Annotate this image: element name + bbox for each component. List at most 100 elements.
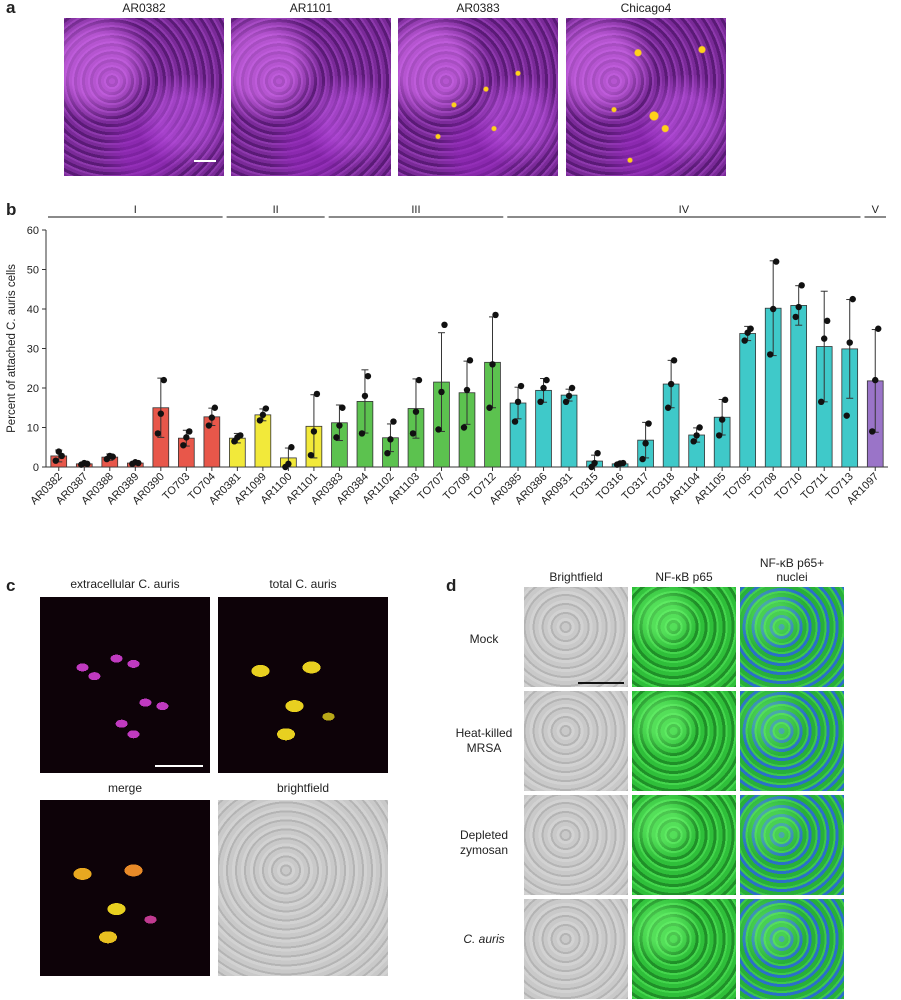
data-point — [183, 434, 190, 441]
data-point — [358, 430, 366, 437]
panel-d-row-cauris: C. auris — [463, 932, 505, 946]
panel-a-title-2: AR1101 — [289, 1, 333, 15]
data-point — [180, 442, 187, 449]
clade-label: III — [411, 204, 420, 216]
data-point — [438, 388, 445, 396]
data-point — [237, 432, 244, 439]
data-point — [262, 405, 270, 412]
y-tick-label: 60 — [27, 225, 39, 237]
data-point — [540, 384, 547, 392]
data-point — [594, 449, 601, 457]
d-cauris-nfkb — [632, 899, 736, 999]
d-cauris-nfkb-nuclei — [740, 899, 844, 999]
data-point — [256, 417, 264, 424]
d-mock-nfkb — [632, 587, 736, 687]
panel-c-title-merge: merge — [107, 781, 142, 795]
x-tick-label: TO709 — [441, 471, 473, 503]
data-point — [517, 382, 525, 390]
data-point — [52, 457, 59, 464]
clade-label: I — [134, 204, 137, 216]
data-point — [869, 428, 876, 435]
clade-label: II — [273, 204, 279, 216]
clade-label: IV — [679, 204, 690, 216]
data-point — [415, 376, 423, 384]
data-point — [824, 317, 831, 325]
data-point — [409, 430, 417, 437]
data-point — [463, 386, 471, 394]
data-point — [872, 376, 879, 384]
y-tick-label: 10 — [27, 423, 39, 435]
data-point — [466, 357, 474, 364]
panel-c-title-total: total C. auris — [269, 577, 337, 591]
data-point — [205, 422, 213, 429]
panel-a-title-4: Chicago4 — [620, 1, 672, 15]
data-point — [514, 398, 522, 406]
data-point — [109, 453, 116, 460]
x-tick-label: TO705 — [722, 471, 754, 503]
data-point — [288, 444, 295, 451]
data-point — [441, 321, 448, 328]
x-tick-label: TO703 — [160, 471, 192, 503]
data-point — [849, 295, 856, 303]
panel-c-label: c — [6, 576, 16, 595]
data-point — [384, 449, 391, 457]
data-point — [591, 459, 598, 467]
clade-label: V — [872, 204, 880, 216]
data-point — [769, 305, 777, 313]
data-point — [568, 384, 576, 392]
micrograph-ar0382 — [64, 18, 224, 176]
x-tick-label: TO316 — [594, 471, 626, 503]
y-tick-label: 20 — [27, 383, 39, 395]
data-point — [58, 452, 65, 460]
panel-d-label: d — [446, 576, 457, 595]
data-point — [693, 432, 700, 439]
y-tick-label: 30 — [27, 344, 39, 356]
d-zymosan-nfkb — [632, 795, 736, 895]
data-point — [721, 396, 729, 404]
data-point — [565, 392, 573, 400]
data-point — [307, 451, 315, 459]
bar-to705 — [739, 333, 756, 468]
d-mrsa-brightfield — [524, 691, 628, 791]
merged-cells — [40, 800, 210, 976]
micrograph-chicago4 — [566, 18, 726, 176]
panel-a-label: a — [6, 0, 16, 17]
data-point — [846, 339, 853, 346]
d-cauris-brightfield — [524, 899, 628, 999]
y-axis-label: Percent of attached C. auris cells — [6, 264, 18, 433]
panel-b-label: b — [6, 200, 17, 219]
data-point — [460, 424, 468, 431]
data-point — [715, 432, 723, 439]
panel-d-col-nfkb-nuclei: NF-κB p65+ nuclei — [759, 556, 825, 584]
data-point — [642, 440, 649, 447]
scale-bar — [578, 682, 624, 684]
data-point — [795, 303, 802, 311]
micrograph-extracellular — [40, 597, 210, 773]
data-point — [412, 408, 420, 415]
y-tick-label: 50 — [27, 265, 39, 277]
micrograph-total — [218, 597, 388, 773]
data-point — [537, 398, 544, 406]
x-tick-label: TO710 — [773, 471, 805, 503]
data-point — [160, 376, 168, 384]
data-point — [690, 438, 697, 445]
data-point — [489, 361, 496, 368]
bar-ar1099 — [254, 414, 272, 468]
data-point — [492, 311, 499, 319]
data-point — [135, 459, 142, 467]
x-tick-label: TO315 — [569, 471, 601, 503]
panel-d-row-mock: Mock — [469, 632, 499, 646]
panel-c-title-extracellular: extracellular C. auris — [70, 577, 180, 591]
data-point — [670, 357, 678, 364]
d-zymosan-brightfield — [524, 795, 628, 895]
data-point — [339, 404, 346, 411]
d-mock-brightfield — [524, 587, 628, 687]
x-tick-label: TO708 — [747, 471, 779, 503]
data-point — [387, 436, 394, 443]
y-tick-label: 40 — [27, 304, 39, 316]
data-point — [639, 455, 646, 463]
micrograph-brightfield — [218, 800, 388, 976]
data-point — [741, 337, 748, 344]
panel-d-col-nfkb: NF-κB p65 — [655, 570, 713, 584]
attachment-bar-chart: 0 10 20 30 40 50 60 Percent of attached C. auri… — [6, 204, 888, 507]
